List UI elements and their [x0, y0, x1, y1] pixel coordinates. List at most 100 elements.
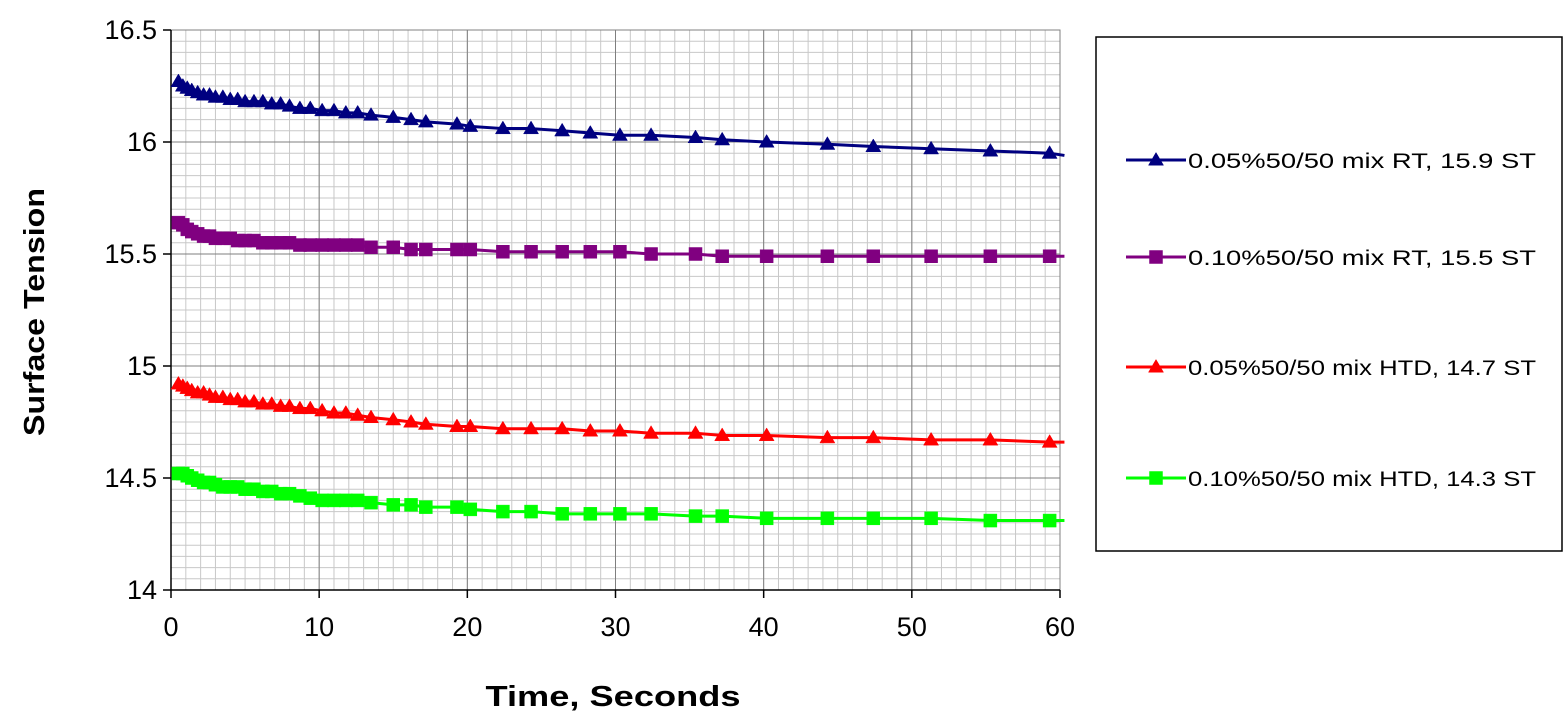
data-point	[314, 402, 331, 417]
data-point	[688, 247, 703, 261]
data-point	[364, 240, 378, 255]
series-layer	[170, 73, 1065, 528]
data-point	[688, 509, 703, 523]
data-point	[385, 109, 402, 123]
data-point	[583, 507, 598, 521]
data-point	[364, 495, 378, 510]
x-tick-label: 40	[749, 612, 779, 642]
data-point	[350, 238, 365, 252]
y-axis-ticks: 14 14.5 15 15.5 16 16.5	[104, 15, 171, 605]
data-point	[326, 405, 342, 419]
data-point	[983, 249, 998, 263]
data-point	[583, 245, 598, 259]
data-point	[350, 493, 365, 508]
y-tick-label: 15.5	[104, 239, 157, 269]
data-point	[758, 134, 775, 148]
data-point	[759, 511, 774, 526]
x-tick-label: 60	[1045, 612, 1075, 642]
data-point	[303, 491, 318, 505]
data-point	[419, 500, 433, 514]
legend-label: 0.10%50/50 mix HTD, 14.3 ST	[1188, 468, 1536, 491]
data-point	[272, 95, 289, 110]
data-point	[315, 238, 329, 252]
data-point	[715, 509, 729, 523]
data-point	[403, 111, 419, 126]
legend-box	[1095, 36, 1563, 552]
data-point	[386, 498, 400, 512]
legend-marker	[1149, 471, 1163, 485]
data-point	[923, 431, 940, 446]
data-point	[462, 118, 479, 132]
data-point	[494, 120, 511, 135]
data-point	[714, 131, 731, 146]
data-point	[315, 493, 329, 508]
data-point	[339, 493, 353, 508]
x-tick-label: 50	[897, 612, 927, 642]
series-3	[170, 375, 1065, 448]
data-point	[582, 422, 599, 437]
data-point	[554, 420, 571, 435]
data-point	[385, 411, 402, 426]
legend-item-4: 0.10%50/50 mix HTD, 14.3 ST	[1126, 468, 1536, 491]
data-point	[687, 425, 704, 439]
data-point	[281, 98, 298, 112]
data-point	[644, 507, 658, 521]
data-point	[314, 102, 331, 117]
data-point	[865, 138, 882, 152]
y-tick-label: 14	[127, 575, 157, 605]
data-point	[386, 240, 400, 255]
data-point	[613, 245, 627, 259]
legend-marker	[1148, 152, 1164, 166]
data-point	[404, 498, 418, 512]
data-point	[555, 245, 569, 259]
data-point	[982, 142, 999, 157]
data-point	[450, 500, 464, 514]
data-point	[582, 125, 599, 139]
data-point	[982, 431, 999, 446]
data-point	[555, 507, 569, 521]
y-tick-label: 16.5	[104, 15, 157, 45]
data-point	[254, 93, 271, 108]
x-axis-ticks: 0 10 20 30 40 50 60	[163, 590, 1075, 642]
data-point	[1042, 249, 1057, 263]
data-point	[554, 122, 571, 137]
data-point	[263, 396, 280, 410]
data-point	[337, 405, 354, 419]
legend-marker	[1149, 250, 1163, 264]
data-point	[349, 407, 366, 421]
data-point	[924, 511, 938, 526]
data-point	[404, 242, 418, 257]
series-2	[171, 215, 1065, 263]
data-point	[819, 136, 836, 150]
data-point	[524, 504, 538, 519]
x-tick-label: 20	[452, 612, 482, 642]
data-point	[337, 104, 354, 119]
data-point	[327, 238, 341, 252]
data-point	[612, 127, 628, 141]
legend-item-1: 0.05%50/50 mix RT, 15.9 ST	[1126, 150, 1536, 173]
data-point	[714, 427, 731, 441]
data-point	[715, 249, 729, 263]
legend-label: 0.05%50/50 mix RT, 15.9 ST	[1188, 150, 1536, 173]
data-point	[687, 129, 704, 144]
legend-item-3: 0.05%50/50 mix HTD, 14.7 ST	[1126, 357, 1536, 380]
data-point	[302, 100, 319, 114]
data-point	[462, 418, 479, 432]
data-point	[820, 249, 835, 263]
data-point	[463, 502, 478, 517]
x-axis-title: Time, Seconds	[486, 681, 741, 712]
data-point	[494, 420, 511, 435]
data-point	[291, 100, 308, 114]
data-point	[363, 107, 379, 121]
data-point	[983, 513, 998, 528]
legend: 0.05%50/50 mix RT, 15.9 ST 0.10%50/50 mix…	[1095, 36, 1563, 552]
data-point	[417, 416, 434, 430]
series-4	[171, 466, 1065, 528]
data-point	[449, 116, 465, 130]
data-point	[363, 409, 379, 424]
data-point	[281, 398, 298, 412]
y-tick-label: 16	[127, 127, 157, 157]
data-point	[923, 140, 940, 155]
data-point	[523, 420, 539, 435]
